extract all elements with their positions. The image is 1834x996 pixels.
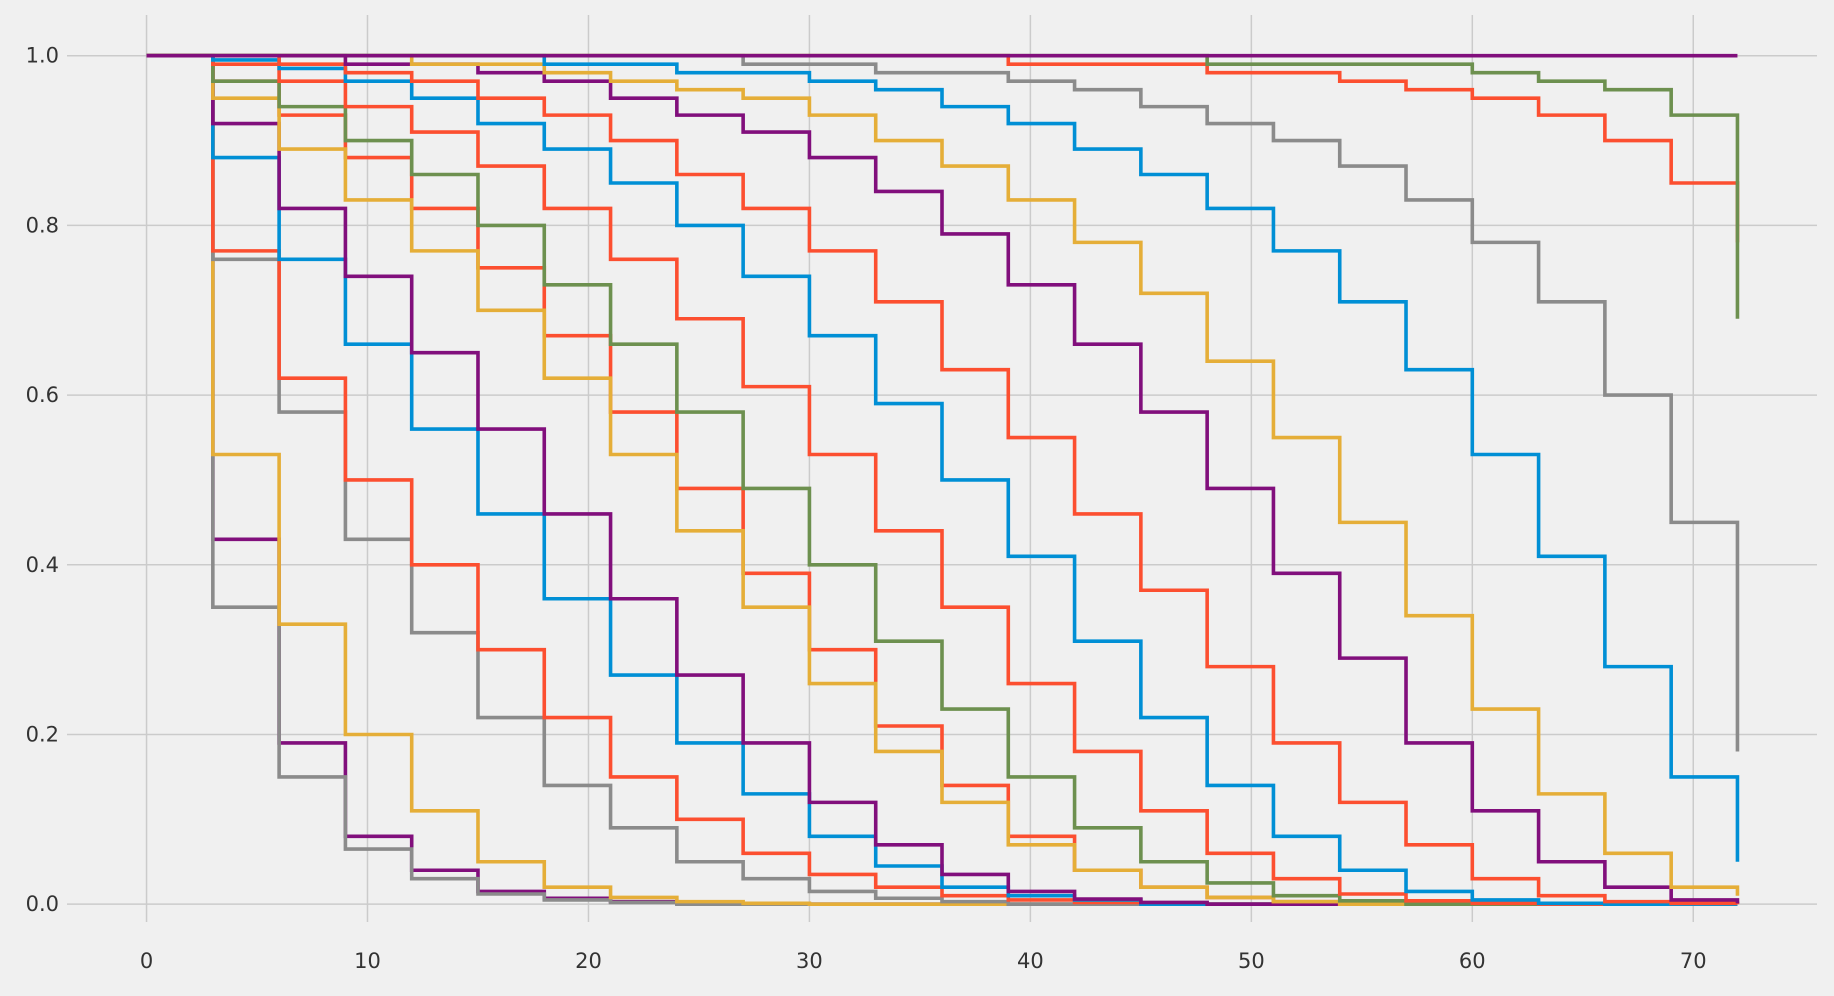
series-line (146, 53, 1738, 906)
y-tick-label: 0.2 (26, 722, 59, 746)
x-tick-label: 40 (1017, 949, 1044, 973)
y-tick-label: 1.0 (26, 44, 59, 68)
series-line (146, 53, 1740, 906)
x-tick-label: 70 (1680, 949, 1707, 973)
x-tick-label: 20 (575, 949, 602, 973)
series-line (146, 53, 1740, 862)
x-tick-label: 10 (354, 949, 381, 973)
series-line (146, 53, 1740, 904)
y-tick-label: 0.4 (26, 553, 59, 577)
series-line (146, 53, 1738, 906)
x-tick-label: 0 (140, 949, 153, 973)
series-line (146, 53, 1740, 896)
x-tick-label: 30 (796, 949, 823, 973)
x-tick-label: 60 (1459, 949, 1486, 973)
y-tick-label: 0.0 (26, 892, 59, 916)
series-line (146, 53, 1738, 906)
y-tick-label: 0.6 (26, 383, 59, 407)
series-line (146, 53, 1738, 906)
y-tick-label: 0.8 (26, 213, 59, 237)
x-tick-label: 50 (1238, 949, 1265, 973)
